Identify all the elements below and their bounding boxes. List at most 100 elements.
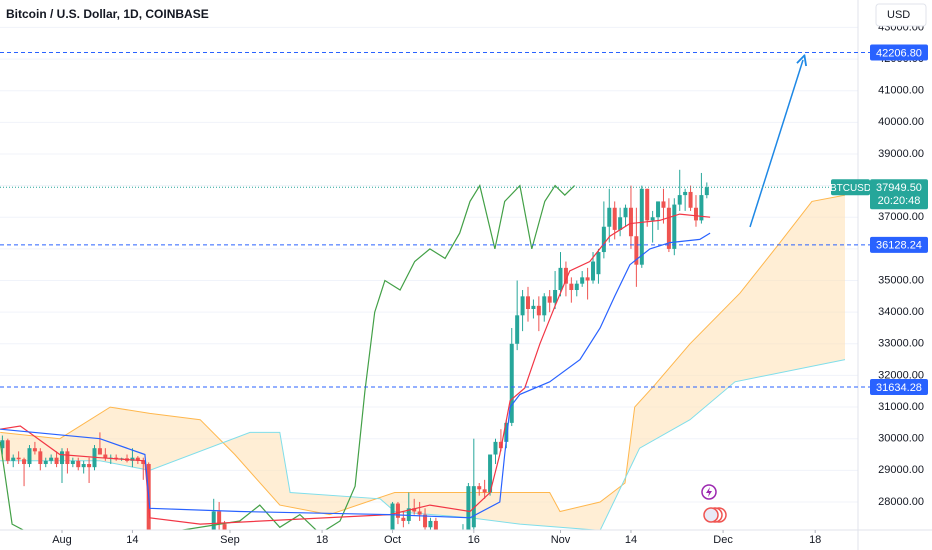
candle-body xyxy=(563,267,568,284)
candle-body xyxy=(103,454,108,458)
candle-body xyxy=(477,486,482,490)
candle-body xyxy=(141,460,146,465)
candle-body xyxy=(222,524,227,530)
cloud-span xyxy=(0,359,846,530)
candle-body xyxy=(580,277,585,284)
candle-body xyxy=(498,441,503,449)
candle-body xyxy=(607,207,612,227)
price-label-box xyxy=(870,378,928,395)
price-label: 31634.28 xyxy=(876,382,922,394)
trend-arrow xyxy=(749,60,803,228)
y-tick-label: 29000.00 xyxy=(878,464,924,476)
chart-title: Bitcoin / U.S. Dollar, 1D, COINBASE xyxy=(6,7,209,21)
candle-body xyxy=(27,448,32,465)
event-icons xyxy=(701,484,727,523)
candle-body xyxy=(59,451,64,465)
last-price: 37949.50 xyxy=(876,182,922,194)
candle-body xyxy=(466,486,471,530)
candle-body xyxy=(634,236,639,265)
candle-body xyxy=(704,187,709,196)
cloud xyxy=(0,195,845,530)
candle-body xyxy=(504,422,509,442)
symbol-box xyxy=(831,179,870,196)
candle-body xyxy=(412,508,417,512)
x-tick-label: Aug xyxy=(52,534,72,546)
candle-body xyxy=(547,296,552,303)
icon[interactable] xyxy=(703,507,719,523)
y-tick-label: 34000.00 xyxy=(878,306,924,318)
candle-body xyxy=(43,460,48,465)
candle-body xyxy=(76,460,81,468)
y-tick-label: 40000.00 xyxy=(878,116,924,128)
candle-body xyxy=(553,290,558,303)
countdown: 20:20:48 xyxy=(878,195,921,207)
y-tick-label: 32000.00 xyxy=(878,369,924,381)
price-label: 42206.80 xyxy=(876,47,922,59)
candle-body xyxy=(596,252,601,275)
candle-body xyxy=(612,207,617,230)
y-tick-label: 28000.00 xyxy=(878,496,924,508)
candle-body xyxy=(650,217,655,221)
candle-body xyxy=(683,191,688,196)
candle-body xyxy=(428,520,433,528)
last-price-box xyxy=(870,179,928,210)
plot-area xyxy=(0,169,846,540)
y-tick-label: 35000.00 xyxy=(878,274,924,286)
candle-body xyxy=(54,457,59,465)
indicator-line xyxy=(0,184,576,530)
candle-body xyxy=(520,296,525,316)
candle-body xyxy=(135,457,140,461)
price-label-box xyxy=(870,44,928,61)
x-tick-label: 18 xyxy=(809,534,821,546)
x-tick-label: 18 xyxy=(316,534,328,546)
candle-body xyxy=(22,459,27,465)
candle-body xyxy=(406,508,411,521)
x-tick-label: Nov xyxy=(551,534,571,546)
candle-body xyxy=(395,503,400,518)
x-tick-label: 14 xyxy=(625,534,637,546)
candle-body xyxy=(401,517,406,521)
candle-body xyxy=(38,451,43,465)
candle-body xyxy=(16,457,21,460)
candle-body xyxy=(526,296,530,309)
candle-body xyxy=(699,195,704,221)
candle-body xyxy=(433,520,438,530)
currency-button[interactable] xyxy=(875,3,927,27)
grid-layer xyxy=(0,26,858,503)
candle-body xyxy=(666,207,671,249)
candle-body xyxy=(509,343,514,423)
y-tick-label: 39000.00 xyxy=(878,148,924,160)
candle-body xyxy=(628,207,633,237)
price-label-box xyxy=(870,236,928,253)
candle-body xyxy=(439,537,443,540)
candle-body xyxy=(639,188,644,265)
x-tick-label: 14 xyxy=(126,534,138,546)
currency: USD xyxy=(887,9,910,21)
candle-body xyxy=(5,440,10,461)
indicator-line xyxy=(0,232,711,519)
candle-body xyxy=(461,530,465,536)
symbol: BTCUSD xyxy=(830,183,871,194)
candle-body xyxy=(70,460,75,465)
y-tick-label: 41000.00 xyxy=(878,85,924,97)
candle-body xyxy=(591,261,596,281)
candle-body xyxy=(471,486,476,528)
x-tick-label: Dec xyxy=(713,534,733,546)
candle-body xyxy=(211,511,216,530)
candle-body xyxy=(536,305,541,316)
x-tick-label: Sep xyxy=(220,534,240,546)
candle-body xyxy=(0,440,5,449)
price-label: 36128.24 xyxy=(876,240,922,252)
candle-body xyxy=(417,511,422,515)
candle-body xyxy=(542,296,547,316)
candle-body xyxy=(693,207,698,221)
candle-body xyxy=(623,207,628,218)
candle-body xyxy=(390,503,395,530)
cloud-span xyxy=(0,194,846,516)
candle-body xyxy=(569,283,574,291)
candle-body xyxy=(672,204,677,249)
candle-body xyxy=(65,451,70,465)
y-tick-label: 33000.00 xyxy=(878,338,924,350)
